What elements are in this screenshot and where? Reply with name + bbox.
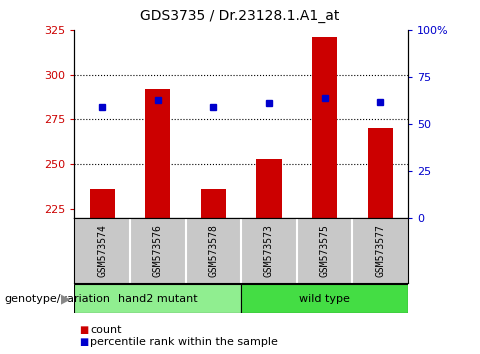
FancyBboxPatch shape — [74, 284, 241, 313]
Text: GSM573576: GSM573576 — [153, 224, 163, 277]
Text: ▶: ▶ — [61, 292, 71, 305]
FancyBboxPatch shape — [241, 284, 408, 313]
Text: genotype/variation: genotype/variation — [5, 294, 111, 304]
Text: GSM573577: GSM573577 — [375, 224, 385, 277]
Bar — [90, 189, 115, 218]
Bar — [201, 189, 226, 218]
Text: ■: ■ — [79, 337, 88, 347]
Text: GSM573574: GSM573574 — [97, 224, 107, 277]
Text: wild type: wild type — [299, 293, 350, 304]
Text: GSM573578: GSM573578 — [208, 224, 218, 277]
Text: GDS3735 / Dr.23128.1.A1_at: GDS3735 / Dr.23128.1.A1_at — [140, 9, 340, 23]
Text: percentile rank within the sample: percentile rank within the sample — [90, 337, 278, 347]
Bar — [256, 159, 281, 218]
Text: hand2 mutant: hand2 mutant — [118, 293, 198, 304]
Bar — [145, 89, 170, 218]
Text: ■: ■ — [79, 325, 88, 335]
Bar — [368, 129, 393, 218]
Bar — [312, 37, 337, 218]
Text: count: count — [90, 325, 122, 335]
Text: GSM573573: GSM573573 — [264, 224, 274, 277]
Text: GSM573575: GSM573575 — [320, 224, 330, 277]
